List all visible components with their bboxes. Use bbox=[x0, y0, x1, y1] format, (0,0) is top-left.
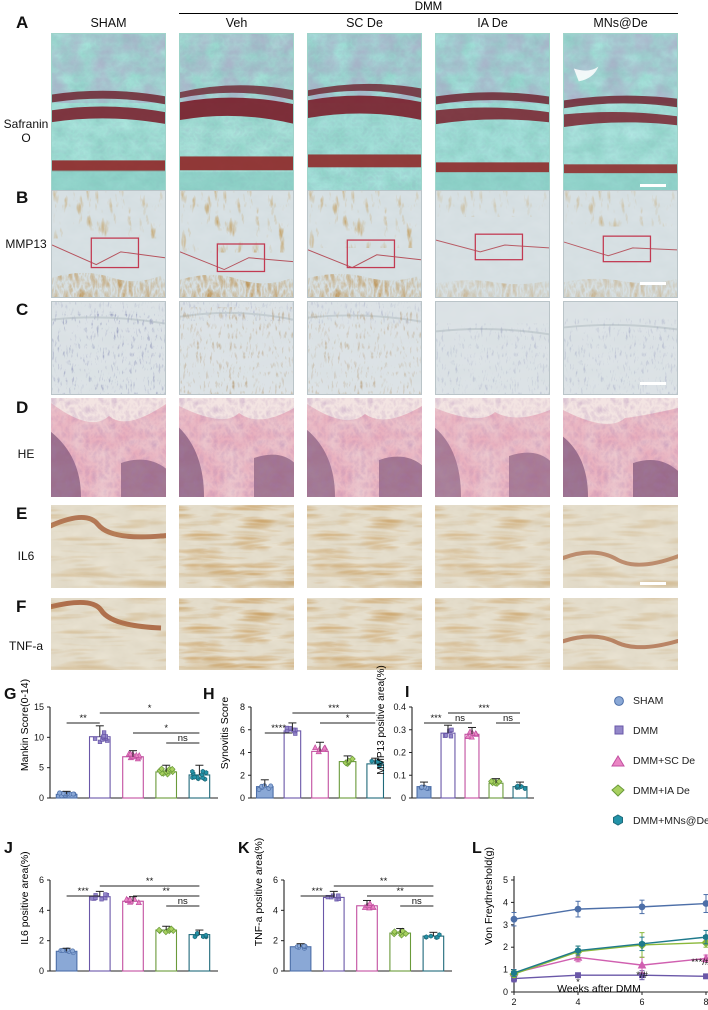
svg-text:0.1: 0.1 bbox=[393, 770, 406, 780]
svg-text:0.3: 0.3 bbox=[393, 725, 406, 735]
svg-text:5: 5 bbox=[503, 875, 508, 885]
svg-text:6: 6 bbox=[240, 725, 245, 735]
svg-text:***: *** bbox=[328, 703, 339, 714]
svg-text:2: 2 bbox=[503, 942, 508, 952]
svg-text:4: 4 bbox=[39, 905, 44, 915]
svg-text:***: *** bbox=[478, 703, 489, 714]
svg-text:4: 4 bbox=[273, 905, 278, 915]
svg-text:4: 4 bbox=[503, 897, 508, 907]
svg-text:ns: ns bbox=[412, 896, 422, 907]
svg-text:0: 0 bbox=[273, 966, 278, 976]
svg-text:**: ** bbox=[380, 876, 388, 887]
svg-text:6: 6 bbox=[39, 875, 44, 885]
svg-text:0: 0 bbox=[39, 966, 44, 976]
svg-text:6: 6 bbox=[639, 997, 644, 1007]
svg-text:**: ** bbox=[146, 876, 154, 887]
svg-text:*: * bbox=[164, 723, 168, 734]
svg-text:***/###: ***/### bbox=[691, 957, 708, 968]
svg-text:8: 8 bbox=[240, 702, 245, 712]
svg-text:2: 2 bbox=[39, 936, 44, 946]
svg-text:*/#: */# bbox=[636, 970, 648, 981]
svg-text:1: 1 bbox=[503, 965, 508, 975]
svg-text:****: **** bbox=[271, 723, 286, 734]
svg-text:0: 0 bbox=[401, 793, 406, 803]
svg-text:2: 2 bbox=[240, 770, 245, 780]
svg-text:2: 2 bbox=[511, 997, 516, 1007]
svg-text:***: *** bbox=[312, 886, 323, 897]
svg-text:ns: ns bbox=[503, 713, 513, 724]
svg-text:15: 15 bbox=[34, 702, 44, 712]
svg-text:*: * bbox=[148, 703, 152, 714]
svg-text:0: 0 bbox=[240, 793, 245, 803]
svg-text:**: ** bbox=[396, 886, 404, 897]
svg-text:ns: ns bbox=[178, 733, 188, 744]
svg-text:0.2: 0.2 bbox=[393, 748, 406, 758]
svg-text:0: 0 bbox=[39, 793, 44, 803]
svg-text:***: *** bbox=[430, 713, 441, 724]
svg-text:*: * bbox=[346, 713, 350, 724]
svg-text:8: 8 bbox=[703, 997, 708, 1007]
svg-text:ns: ns bbox=[455, 713, 465, 724]
svg-text:3: 3 bbox=[503, 920, 508, 930]
svg-text:0.4: 0.4 bbox=[393, 702, 406, 712]
svg-text:**: ** bbox=[79, 713, 87, 724]
svg-text:***: *** bbox=[78, 886, 89, 897]
svg-text:4: 4 bbox=[575, 997, 580, 1007]
svg-text:ns: ns bbox=[178, 896, 188, 907]
svg-text:5: 5 bbox=[39, 763, 44, 773]
svg-text:6: 6 bbox=[273, 875, 278, 885]
svg-text:10: 10 bbox=[34, 732, 44, 742]
svg-text:2: 2 bbox=[273, 936, 278, 946]
svg-text:4: 4 bbox=[240, 748, 245, 758]
svg-text:**: ** bbox=[162, 886, 170, 897]
